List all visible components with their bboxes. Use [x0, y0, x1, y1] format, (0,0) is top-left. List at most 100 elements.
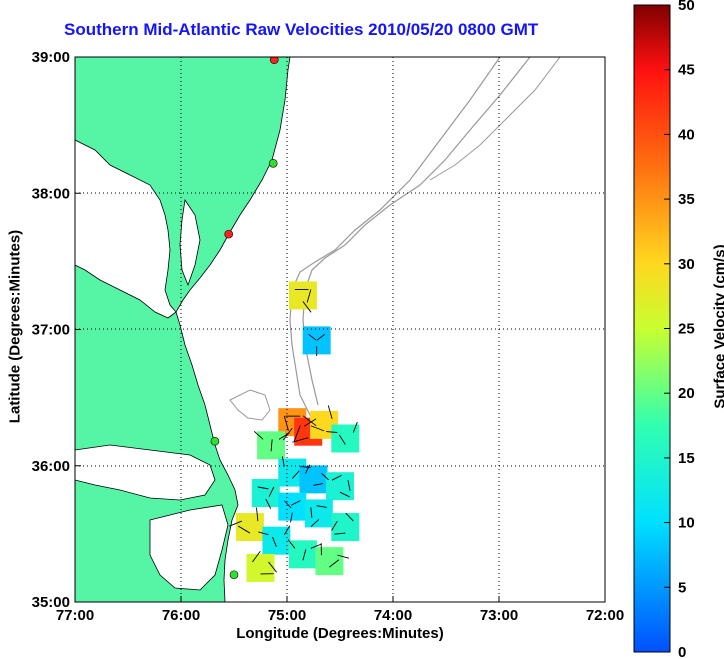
- velocity-vector: [316, 334, 325, 341]
- velocity-vector: [302, 415, 317, 427]
- velocity-vector: [303, 418, 317, 427]
- velocity-vector: [238, 525, 251, 534]
- velocity-vector: [284, 525, 291, 535]
- velocity-vector: [310, 507, 313, 518]
- velocity-vector: [252, 550, 261, 563]
- colorbar-tick-label: 50: [678, 0, 695, 14]
- velocity-vector: [326, 431, 338, 433]
- velocity-cell: [331, 513, 360, 542]
- velocity-vector: [268, 561, 277, 573]
- colorbar-tick-label: 5: [678, 579, 686, 596]
- colorbar-tick-label: 30: [678, 256, 695, 273]
- velocity-vector: [302, 301, 312, 313]
- y-axis-label: Latitude (Degrees:Minutes): [6, 229, 24, 424]
- y-tick-label: 39:00: [32, 49, 70, 66]
- colorbar-tick-label: 40: [678, 126, 695, 143]
- y-tick-label: 37:00: [32, 322, 70, 339]
- velocity-vector: [253, 430, 264, 440]
- velocity-cell: [288, 540, 317, 569]
- map-title: Southern Mid-Atlantic Raw Velocities 201…: [64, 20, 539, 39]
- velocity-vector: [283, 416, 289, 431]
- station-marker: [229, 570, 239, 580]
- albemarle-sound: [75, 444, 216, 501]
- colorbar-tick-label: 20: [678, 385, 695, 402]
- velocity-vector: [278, 432, 290, 440]
- velocity-cell: [262, 526, 291, 555]
- velocity-vector: [337, 554, 350, 559]
- x-tick-label: 74:00: [374, 607, 412, 624]
- colorbar-label: Surface Velocity (cm/s): [711, 244, 724, 409]
- station-marker: [269, 57, 279, 65]
- velocity-vector: [338, 434, 346, 445]
- velocity-vector: [313, 483, 324, 486]
- y-tick-label: 35:00: [32, 594, 70, 611]
- velocity-vector: [310, 425, 325, 432]
- bathymetry-contour: [229, 389, 271, 421]
- velocity-cell: [278, 492, 307, 521]
- velocity-cell: [304, 499, 333, 528]
- velocity-vector: [257, 486, 269, 490]
- velocity-vector: [293, 425, 301, 442]
- velocity-vector: [291, 500, 301, 506]
- colorbar-tick-label: 35: [678, 191, 695, 208]
- velocity-cell: [257, 431, 286, 460]
- colorbar-tick-label: 10: [678, 515, 695, 532]
- velocity-vector: [302, 549, 307, 561]
- chesapeake-bay: [75, 139, 177, 319]
- x-tick-label: 75:00: [268, 607, 306, 624]
- velocity-vector: [321, 473, 329, 481]
- velocity-vector: [327, 405, 333, 419]
- velocity-cell: [251, 479, 280, 507]
- velocity-vector: [331, 520, 338, 531]
- velocity-field: [229, 281, 360, 582]
- velocity-vector: [316, 505, 327, 508]
- velocity-vector: [306, 289, 312, 303]
- y-axis: 39:00 38:00 37:00 36:00 35:00: [32, 49, 81, 611]
- velocity-vector: [329, 559, 340, 568]
- grid: [75, 57, 605, 602]
- velocity-vector: [265, 498, 272, 509]
- velocity-vector: [283, 500, 292, 509]
- velocity-vector: [258, 531, 269, 536]
- x-tick-label: 77:00: [56, 607, 94, 624]
- velocity-vector: [308, 334, 317, 341]
- x-tick-label: 76:00: [162, 607, 200, 624]
- velocity-vector: [287, 539, 296, 549]
- pamlico-sound: [149, 504, 229, 591]
- bay-upper: [179, 198, 201, 287]
- station-marker: [224, 229, 233, 239]
- velocity-vector: [310, 543, 322, 549]
- y-tick-label: 38:00: [32, 185, 70, 202]
- velocity-cell: [288, 281, 317, 310]
- velocity-vector: [268, 486, 275, 497]
- colorbar-tick-label: 15: [678, 450, 695, 467]
- velocity-vector: [305, 464, 311, 474]
- velocity-vector: [292, 437, 309, 443]
- velocity-vector: [347, 480, 351, 491]
- velocity-vector: [291, 470, 300, 479]
- x-tick-label: 72:00: [586, 607, 624, 624]
- velocity-vector: [334, 532, 346, 535]
- colorbar-tick-label: 25: [678, 321, 695, 338]
- colorbar-tick-label: 0: [678, 644, 686, 659]
- colorbar-tick-label: 45: [678, 62, 695, 79]
- x-axis: 77:00 76:00 75:00 74:00 73:00 72:00: [56, 596, 624, 624]
- velocity-vector: [310, 519, 320, 527]
- velocity-cell: [315, 547, 344, 576]
- y-tick-label: 36:00: [32, 458, 70, 475]
- velocity-vector: [339, 491, 350, 498]
- velocity-vector: [272, 536, 277, 547]
- velocity-vector: [229, 520, 243, 527]
- bathymetry-contour: [429, 57, 561, 181]
- velocity-vector: [352, 421, 358, 433]
- velocity-vector: [270, 439, 273, 452]
- velocity-vector: [331, 474, 342, 481]
- velocity-vector: [256, 507, 259, 522]
- station-marker: [210, 436, 220, 446]
- x-axis-label: Longitude (Degrees:Minutes): [236, 625, 444, 642]
- velocity-vector: [345, 512, 354, 522]
- station-marker: [268, 158, 278, 168]
- velocity-cell: [246, 553, 275, 582]
